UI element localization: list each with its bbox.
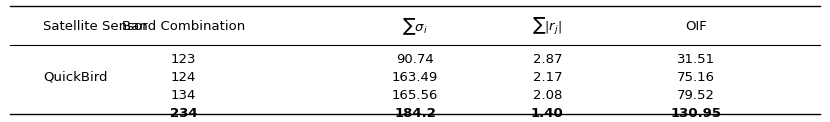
Text: Satellite Sensor: Satellite Sensor: [43, 20, 148, 33]
Text: 79.52: 79.52: [677, 89, 715, 102]
Text: 134: 134: [171, 89, 196, 102]
Text: QuickBird: QuickBird: [43, 70, 107, 83]
Text: Band Combination: Band Combination: [122, 20, 245, 33]
Text: 123: 123: [171, 53, 196, 66]
Text: 165.56: 165.56: [392, 89, 438, 102]
Text: 234: 234: [169, 107, 198, 120]
Text: 2.87: 2.87: [533, 53, 562, 66]
Text: $\sum\left|r_j\right|$: $\sum\left|r_j\right|$: [533, 16, 562, 37]
Text: 90.74: 90.74: [396, 53, 434, 66]
Text: 1.40: 1.40: [531, 107, 564, 120]
Text: 130.95: 130.95: [671, 107, 722, 120]
Text: 184.2: 184.2: [394, 107, 436, 120]
Text: 163.49: 163.49: [392, 71, 438, 84]
Text: 2.17: 2.17: [533, 71, 562, 84]
Text: OIF: OIF: [686, 20, 707, 33]
Text: 31.51: 31.51: [677, 53, 715, 66]
Text: $\sum\sigma_i$: $\sum\sigma_i$: [403, 17, 427, 37]
Text: 2.08: 2.08: [533, 89, 562, 102]
Text: 124: 124: [171, 71, 196, 84]
Text: 75.16: 75.16: [677, 71, 715, 84]
